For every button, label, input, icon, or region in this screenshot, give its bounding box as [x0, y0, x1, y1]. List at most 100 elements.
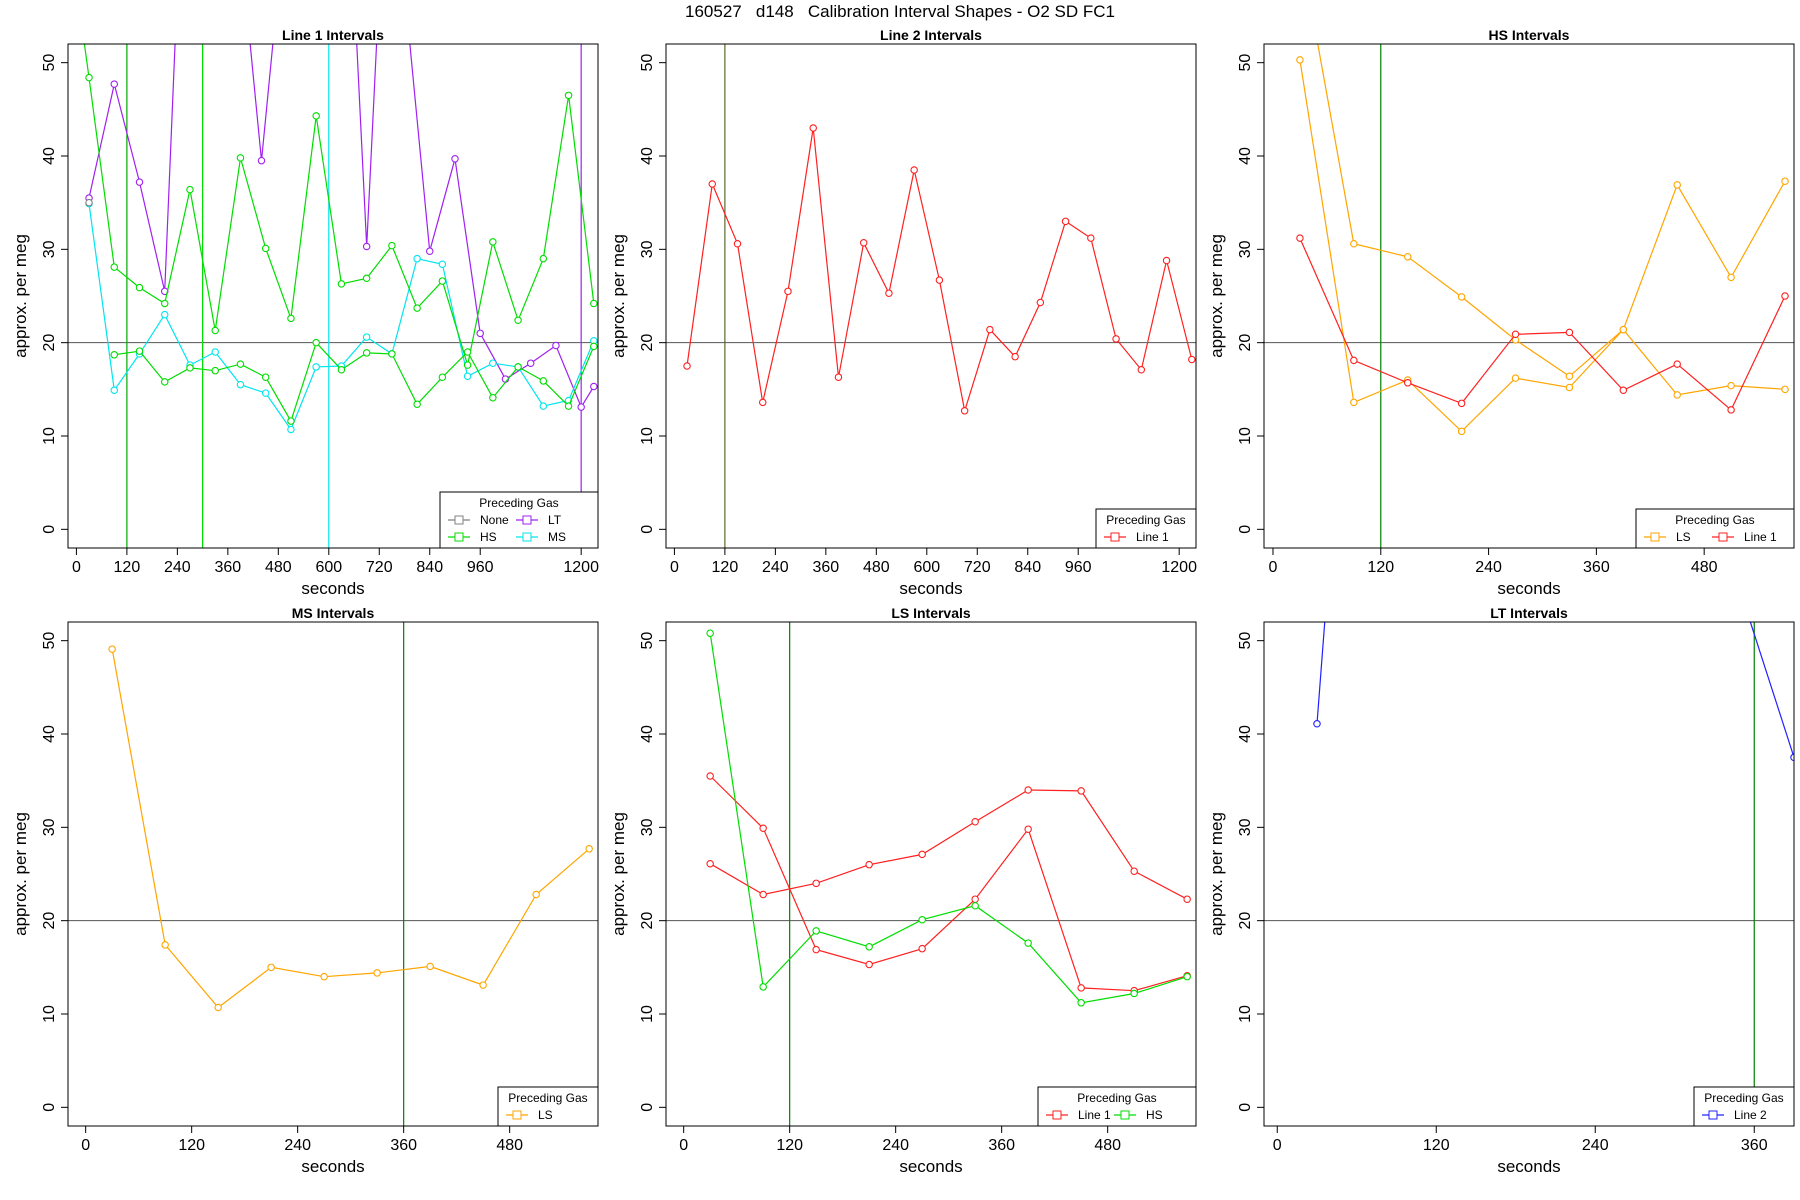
legend: Preceding Gas LS: [497, 1086, 599, 1127]
panel-title: Line 2 Intervals: [880, 27, 982, 43]
data-point: [489, 393, 497, 402]
x-tick-label: 240: [762, 559, 789, 576]
x-tick-label: 120: [178, 1137, 205, 1154]
legend-marker: [454, 515, 464, 525]
y-tick-label: 10: [639, 1005, 656, 1023]
series: [85, 44, 598, 411]
data-point: [590, 382, 598, 391]
x-tick-label: 840: [416, 559, 443, 576]
x-tick-label: 720: [964, 559, 991, 576]
x-tick-label: 0: [1273, 1137, 1282, 1154]
y-tick-label: 50: [1237, 54, 1254, 72]
series: [110, 338, 598, 425]
data-point: [1313, 31, 1319, 37]
data-point: [110, 386, 119, 395]
legend-box: [1037, 1086, 1197, 1127]
x-tick-label: 120: [1423, 1137, 1450, 1154]
data-point: [733, 239, 742, 248]
x-tick-label: 120: [712, 559, 739, 576]
data-point: [214, 1003, 222, 1012]
data-point: [135, 347, 144, 355]
legend-title: Preceding Gas: [1077, 1091, 1156, 1105]
data-point: [526, 359, 535, 367]
data-point: [1183, 972, 1191, 981]
data-point: [110, 80, 119, 88]
data-point: [1313, 719, 1321, 728]
data-point: [1457, 293, 1466, 301]
data-point: [1024, 825, 1032, 833]
x-axis: 0 120 240 360 480: [679, 1125, 1121, 1154]
data-point: [812, 927, 820, 935]
x-axis: 0 120 240 360 480: [1269, 547, 1718, 576]
data-point: [1011, 352, 1019, 361]
data-point: [1781, 385, 1789, 394]
x-axis: 0 120 240 360: [1273, 1125, 1768, 1154]
y-tick-label: 0: [639, 525, 656, 534]
chart-panel: Line 1 Intervals seconds approx. per meg 0 1…: [11, 27, 599, 598]
x-tick-label: 960: [467, 559, 494, 576]
legend-label: Line 1: [1136, 530, 1169, 544]
data-point: [759, 824, 767, 833]
data-point: [312, 112, 320, 120]
data-point: [1077, 984, 1085, 992]
y-tick-label: 40: [639, 147, 656, 165]
x-tick-label: 480: [496, 1137, 523, 1154]
x-axis: 0 120 240 360 480: [81, 1125, 523, 1154]
x-axis-label: seconds: [1497, 579, 1560, 598]
data-point: [1781, 292, 1789, 300]
x-tick-label: 0: [81, 1137, 90, 1154]
data-point: [135, 283, 144, 292]
data-point: [539, 254, 548, 263]
data-point: [413, 254, 421, 263]
data-point: [135, 178, 144, 186]
data-point: [1130, 867, 1138, 875]
data-point: [451, 155, 459, 163]
series-line: [709, 633, 1188, 1004]
legend-title: Preceding Gas: [508, 1091, 587, 1105]
data-point: [539, 402, 548, 410]
y-tick-label: 40: [639, 725, 656, 743]
x-axis-label: seconds: [301, 1157, 364, 1176]
plot-area: [666, 622, 1196, 1126]
series: [683, 124, 1196, 415]
panel-title: LS Intervals: [891, 605, 971, 621]
data-point: [1727, 273, 1735, 282]
y-tick-label: 30: [639, 818, 656, 836]
legend-label: LS: [1676, 530, 1691, 544]
y-axis: 0 10 20 30 40 50: [1237, 632, 1265, 1112]
x-tick-label: 360: [812, 559, 839, 576]
data-point: [759, 983, 767, 991]
data-point: [320, 972, 328, 981]
panel-title: LT Intervals: [1490, 605, 1568, 621]
data-point: [1403, 379, 1412, 387]
legend: Preceding Gas None LT HS MS: [439, 491, 599, 549]
data-point: [236, 154, 245, 162]
data-point: [438, 260, 447, 269]
plot-frame: [1263, 43, 1795, 549]
data-point: [1727, 381, 1735, 390]
legend: Preceding Gas Line 2: [1693, 1086, 1795, 1127]
plot-area: [68, 44, 598, 548]
data-point: [708, 180, 717, 188]
legend-marker: [1120, 1110, 1130, 1120]
legend-label: Line 1: [1744, 530, 1777, 544]
x-tick-label: 240: [1582, 1137, 1609, 1154]
series-line: [686, 127, 1193, 411]
series-line: [83, 44, 595, 366]
legend-marker: [1708, 1110, 1718, 1120]
y-tick-label: 30: [1237, 818, 1254, 836]
x-tick-label: 240: [882, 1137, 909, 1154]
series: [1296, 56, 1789, 436]
x-tick-label: 120: [776, 1137, 803, 1154]
legend: Preceding Gas Line 1: [1095, 508, 1197, 549]
data-point: [1511, 330, 1520, 339]
legend-label: Line 1: [1078, 1108, 1111, 1122]
data-point: [85, 73, 93, 82]
data-point: [1024, 939, 1032, 947]
data-point: [236, 360, 245, 368]
data-point: [1296, 56, 1304, 64]
data-point: [1619, 386, 1628, 395]
legend-marker: [512, 1110, 522, 1120]
x-tick-label: 600: [913, 559, 940, 576]
data-point: [1511, 374, 1520, 382]
